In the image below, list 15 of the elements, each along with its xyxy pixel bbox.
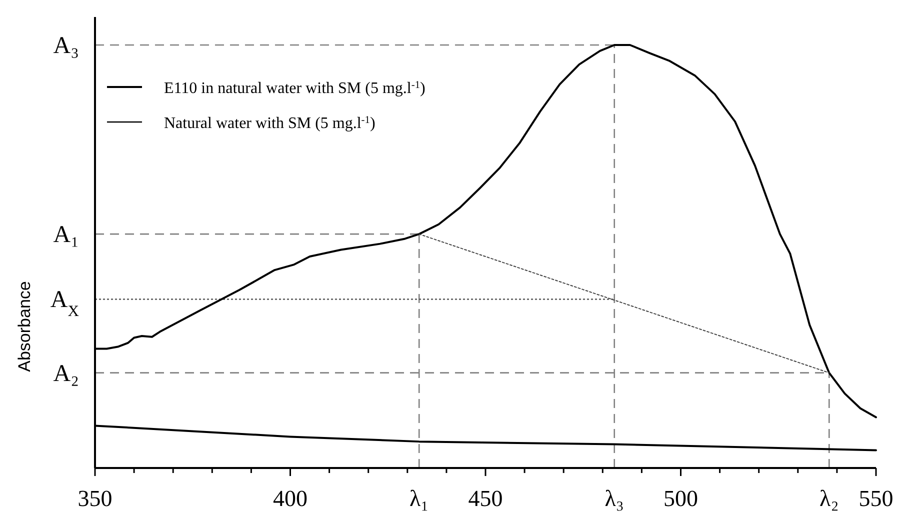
legend-label: E110 in natural water with SM (5 mg.l$^{-1}$) (164, 80, 426, 97)
x-tick-label: 550 (858, 486, 894, 511)
legend-label: Natural water with SM (5 mg.l$^{-1}$) (164, 114, 376, 132)
ref-line-label: λ₂ (820, 486, 839, 511)
ref-line-label: A₁ (53, 222, 79, 248)
x-tick-label: 450 (468, 486, 503, 511)
y-axis-title: Absorbance (15, 281, 34, 372)
ref-line-label: λ₃ (604, 486, 624, 511)
x-tick-label: 400 (273, 486, 308, 511)
ref-line-label: A₂ (53, 360, 79, 387)
ref-line-label: λ₁ (410, 486, 429, 511)
ref-line-label: A$_{X}$ (50, 287, 79, 320)
x-tick-label: 500 (664, 486, 698, 511)
x-tick-label: 350 (78, 486, 112, 511)
ref-line-label: A₃ (53, 33, 79, 59)
